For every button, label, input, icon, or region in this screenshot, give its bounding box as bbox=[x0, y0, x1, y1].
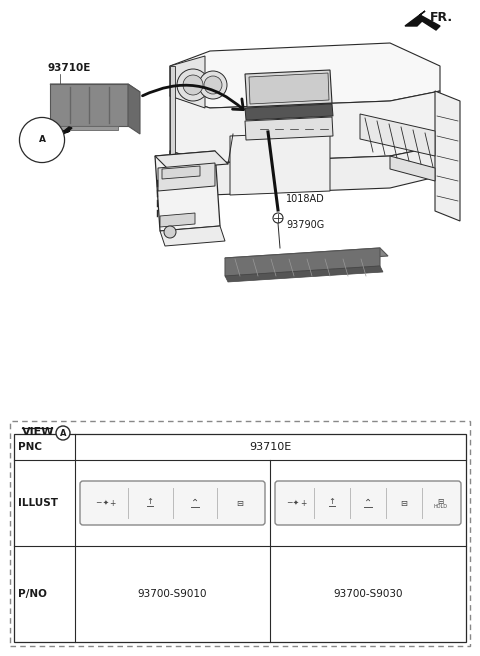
Circle shape bbox=[177, 69, 209, 101]
Polygon shape bbox=[128, 84, 140, 134]
Polygon shape bbox=[158, 163, 215, 191]
Polygon shape bbox=[155, 151, 228, 169]
Polygon shape bbox=[160, 213, 195, 227]
Polygon shape bbox=[249, 73, 329, 104]
Text: VIEW: VIEW bbox=[22, 427, 55, 437]
Polygon shape bbox=[390, 156, 435, 181]
Polygon shape bbox=[435, 91, 460, 221]
Text: 93700-S9010: 93700-S9010 bbox=[138, 589, 207, 599]
Text: A: A bbox=[60, 428, 66, 438]
Polygon shape bbox=[170, 56, 205, 108]
Text: P/NO: P/NO bbox=[18, 589, 47, 599]
Polygon shape bbox=[225, 248, 388, 266]
FancyBboxPatch shape bbox=[80, 481, 265, 525]
Text: 1018AD: 1018AD bbox=[286, 194, 325, 204]
Text: A: A bbox=[38, 136, 46, 144]
Polygon shape bbox=[170, 66, 175, 183]
Polygon shape bbox=[225, 248, 380, 276]
Polygon shape bbox=[155, 151, 220, 231]
Polygon shape bbox=[50, 84, 140, 92]
Text: 93790G: 93790G bbox=[286, 220, 324, 230]
Polygon shape bbox=[230, 132, 330, 195]
Polygon shape bbox=[60, 126, 118, 130]
Polygon shape bbox=[170, 43, 440, 108]
FancyBboxPatch shape bbox=[275, 481, 461, 525]
Text: ↑: ↑ bbox=[328, 497, 336, 506]
Polygon shape bbox=[360, 114, 435, 156]
Circle shape bbox=[204, 76, 222, 94]
FancyBboxPatch shape bbox=[10, 421, 470, 646]
Polygon shape bbox=[245, 70, 332, 107]
Text: ✦: ✦ bbox=[293, 500, 299, 506]
Polygon shape bbox=[245, 104, 333, 120]
Polygon shape bbox=[58, 127, 72, 136]
Text: +: + bbox=[109, 499, 116, 508]
Text: PNC: PNC bbox=[18, 442, 42, 452]
Text: ⊟: ⊟ bbox=[437, 497, 443, 506]
Text: ✦: ✦ bbox=[102, 500, 108, 506]
Text: ILLUST: ILLUST bbox=[18, 498, 58, 508]
Circle shape bbox=[273, 213, 283, 223]
Text: ⌃: ⌃ bbox=[191, 498, 199, 508]
Circle shape bbox=[199, 71, 227, 99]
Text: −: − bbox=[95, 499, 102, 508]
Text: FR.: FR. bbox=[430, 11, 453, 24]
Polygon shape bbox=[225, 266, 383, 282]
Text: ↑: ↑ bbox=[146, 497, 154, 506]
Polygon shape bbox=[170, 91, 440, 163]
Circle shape bbox=[164, 226, 176, 238]
Text: ⌃: ⌃ bbox=[364, 498, 372, 508]
Polygon shape bbox=[160, 226, 225, 246]
Text: 93700-S9030: 93700-S9030 bbox=[333, 589, 403, 599]
Text: −: − bbox=[286, 499, 292, 508]
Polygon shape bbox=[405, 11, 440, 30]
Text: 93710E: 93710E bbox=[250, 442, 292, 452]
Polygon shape bbox=[162, 166, 200, 179]
Circle shape bbox=[56, 426, 70, 440]
Text: ⊟: ⊟ bbox=[236, 499, 243, 508]
Polygon shape bbox=[245, 117, 333, 140]
Text: HOLD: HOLD bbox=[433, 504, 447, 510]
Text: +: + bbox=[300, 499, 306, 508]
Circle shape bbox=[183, 75, 203, 95]
Polygon shape bbox=[50, 84, 128, 126]
Polygon shape bbox=[170, 146, 440, 195]
Text: 93710E: 93710E bbox=[48, 63, 91, 73]
FancyBboxPatch shape bbox=[14, 434, 466, 642]
Text: ⊟: ⊟ bbox=[400, 499, 408, 508]
FancyArrowPatch shape bbox=[143, 85, 243, 110]
